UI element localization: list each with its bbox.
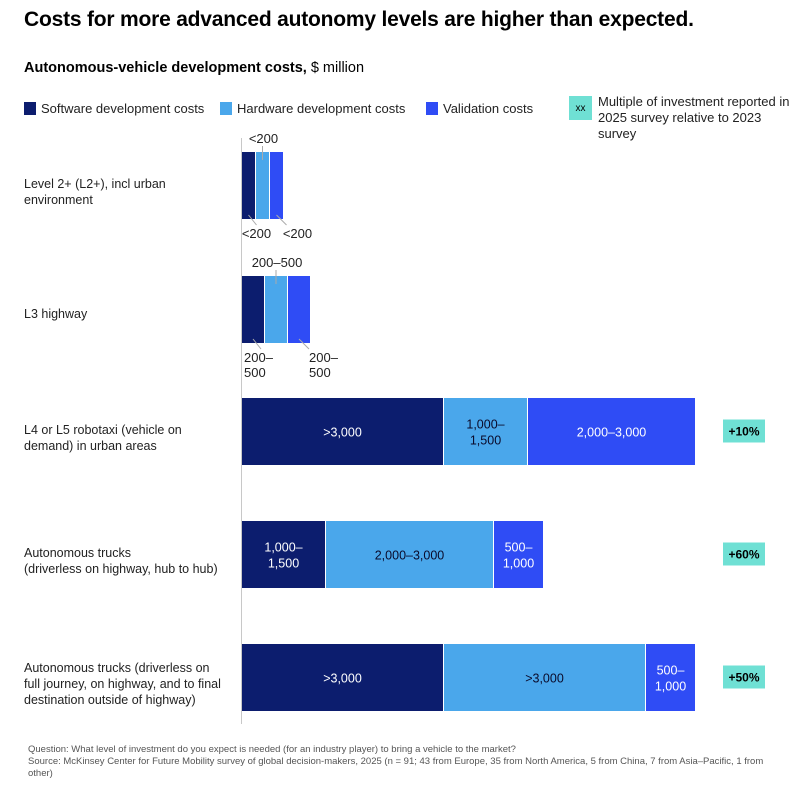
subtitle-bold: Autonomous-vehicle development costs, bbox=[24, 60, 307, 76]
category-label-line: (driverless on highway, hub to hub) bbox=[24, 562, 218, 576]
bar-segment-validation bbox=[288, 276, 310, 343]
legend-swatch-validation bbox=[426, 102, 438, 115]
category-label-line: Autonomous trucks bbox=[24, 546, 131, 560]
bar-segment-software bbox=[242, 152, 255, 219]
data-label: <200 bbox=[249, 131, 278, 146]
bar-segment-software bbox=[242, 398, 443, 465]
data-label: >3,000 bbox=[323, 672, 362, 686]
data-label: 500– bbox=[657, 664, 685, 678]
legend-badge-label: Multiple of investment reported in 2025 … bbox=[598, 94, 800, 142]
legend-swatch-hardware bbox=[220, 102, 232, 115]
subtitle-unit: $ million bbox=[306, 60, 365, 76]
legend-label-validation: Validation costs bbox=[443, 101, 534, 116]
category-label-line: demand) in urban areas bbox=[24, 439, 157, 453]
data-label: 1,000– bbox=[264, 541, 302, 555]
leader-line bbox=[248, 214, 257, 226]
bar-segment-validation bbox=[646, 644, 695, 711]
bar-segment-hardware bbox=[326, 521, 493, 588]
data-label: 2,000–3,000 bbox=[375, 549, 445, 563]
legend-label-hardware: Hardware development costs bbox=[237, 101, 406, 116]
category-label: L3 highway bbox=[24, 306, 234, 322]
category-label: Autonomous trucks (driverless on full jou… bbox=[24, 660, 234, 708]
legend: Software development costs Hardware deve… bbox=[24, 94, 800, 141]
data-label: 200– bbox=[244, 350, 274, 365]
data-label: >3,000 bbox=[525, 672, 564, 686]
legend-badge-line2: 2025 survey relative to 2023 survey bbox=[598, 110, 762, 141]
leader-line bbox=[252, 338, 262, 350]
data-label: 1,000 bbox=[503, 557, 534, 571]
category-label: Autonomous trucks (driverless on highway,… bbox=[24, 545, 234, 577]
bar-segment-software bbox=[242, 521, 325, 588]
bar-segment-hardware bbox=[256, 152, 269, 219]
legend-item-validation: Validation costs bbox=[426, 101, 533, 116]
footnote: Question: What level of investment do yo… bbox=[28, 744, 768, 780]
category-label-line: full journey, on highway, and to final bbox=[24, 677, 221, 691]
data-label: 200–500 bbox=[252, 255, 303, 270]
category-label-line: L4 or L5 robotaxi (vehicle on bbox=[24, 423, 182, 437]
data-label: 500 bbox=[244, 365, 266, 380]
category-label-line: L3 highway bbox=[24, 307, 88, 321]
category-label-line: environment bbox=[24, 193, 93, 207]
bar-segment-validation bbox=[270, 152, 283, 219]
category-axis-line bbox=[241, 138, 242, 724]
data-label: <200 bbox=[283, 226, 312, 241]
chart-title: Costs for more advanced autonomy levels … bbox=[24, 8, 694, 31]
data-label: 500 bbox=[309, 365, 331, 380]
data-label: 1,500 bbox=[268, 557, 299, 571]
legend-item-hardware: Hardware development costs bbox=[220, 101, 405, 116]
category-label: L4 or L5 robotaxi (vehicle on demand) in … bbox=[24, 422, 234, 454]
data-label: >3,000 bbox=[323, 426, 362, 440]
bar-segment-software bbox=[242, 276, 264, 343]
bar-segment-hardware bbox=[265, 276, 287, 343]
leader-line bbox=[298, 338, 310, 350]
multiple-badge-label: +10% bbox=[728, 425, 759, 439]
data-label: 2,000–3,000 bbox=[577, 426, 647, 440]
chart-subtitle: Autonomous-vehicle development costs, $ … bbox=[24, 60, 364, 76]
bar-segment-validation bbox=[528, 398, 695, 465]
leader-line bbox=[276, 214, 287, 226]
data-label: <200 bbox=[242, 226, 271, 241]
bar-segment-hardware bbox=[444, 398, 527, 465]
footnote-question: Question: What level of investment do yo… bbox=[28, 744, 516, 755]
category-label-line: Autonomous trucks (driverless on bbox=[24, 661, 210, 675]
data-label: 500– bbox=[505, 541, 533, 555]
category-label-line: destination outside of highway) bbox=[24, 693, 196, 707]
category-label: Level 2+ (L2+), incl urban environment bbox=[24, 176, 234, 208]
multiple-badge bbox=[723, 542, 765, 566]
category-label-line: Level 2+ (L2+), incl urban bbox=[24, 177, 166, 191]
legend-label-software: Software development costs bbox=[41, 101, 205, 116]
legend-swatch-software bbox=[24, 102, 36, 115]
bar-segment-hardware bbox=[444, 644, 645, 711]
multiple-badge-label: +60% bbox=[728, 548, 759, 562]
bar-segment-software bbox=[242, 644, 443, 711]
multiple-badge bbox=[723, 665, 765, 689]
data-label: 1,000– bbox=[466, 418, 504, 432]
legend-badge-line1: Multiple of investment reported in bbox=[598, 94, 790, 109]
legend-item-software: Software development costs bbox=[24, 101, 204, 116]
multiple-badge bbox=[723, 419, 765, 443]
legend-badge-swatch: xx bbox=[569, 96, 592, 120]
bar-segment-validation bbox=[494, 521, 543, 588]
footnote-source: Source: McKinsey Center for Future Mobil… bbox=[28, 756, 764, 779]
data-label: 1,000 bbox=[655, 680, 686, 694]
data-label: 200– bbox=[309, 350, 339, 365]
multiple-badge-label: +50% bbox=[728, 671, 759, 685]
data-label: 1,500 bbox=[470, 434, 501, 448]
